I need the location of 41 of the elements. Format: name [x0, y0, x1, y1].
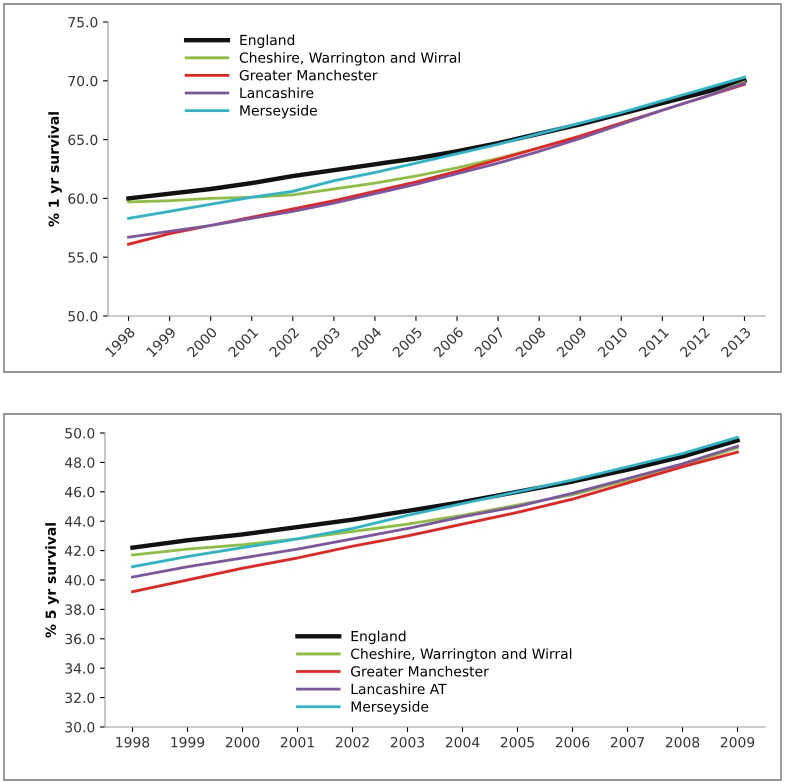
x-tick-label: 2005	[500, 736, 534, 748]
x-tick-label: 2007	[610, 736, 644, 748]
x-tick-label: 2001	[280, 736, 314, 748]
y-tick-label: 75.0	[68, 16, 98, 28]
x-tick-label: 2006	[556, 736, 590, 748]
y-tick-label: 44.0	[65, 516, 94, 527]
x-tick-label: 2003	[390, 736, 424, 748]
y-tick-label: 60.0	[68, 193, 98, 204]
x-tick-label: 2000	[226, 736, 260, 748]
y-tick-label: 32.0	[65, 692, 94, 704]
x-tick-label: 1999	[171, 736, 204, 748]
y-tick-label: 40.0	[65, 574, 94, 586]
y-tick-label: 48.0	[65, 457, 94, 468]
y-tick-label: 30.0	[65, 722, 94, 732]
y-tick-label: 65.0	[68, 134, 98, 146]
x-tick-label: 1998	[116, 736, 150, 748]
x-tick-label: 2009	[720, 736, 754, 748]
legend-label: Merseyside	[240, 104, 317, 118]
y-tick-label: 70.0	[68, 76, 98, 86]
legend-label: Greater Manchester	[240, 70, 378, 80]
y-axis-title: % 5 yr survival	[45, 523, 59, 638]
y-tick-label: 36.0	[65, 634, 94, 644]
legend-label: Lancashire AT	[352, 683, 447, 694]
legend-label: England	[240, 34, 294, 48]
y-axis-title: % 1 yr survival	[48, 112, 62, 227]
y-tick-label: 50.0	[65, 428, 94, 438]
legend-label: Cheshire, Warrington and Wirral	[351, 648, 572, 662]
y-tick-label: 38.0	[65, 604, 94, 615]
y-tick-label: 55.0	[68, 252, 98, 263]
legend-label: Lancashire	[240, 87, 314, 98]
legend-label: Merseyside	[352, 701, 428, 714]
legend-label: Cheshire, Warrington and Wirral	[240, 52, 460, 66]
x-tick-label: 2002	[336, 736, 369, 748]
x-tick-label: 2004	[446, 736, 480, 748]
legend-label: England	[352, 630, 406, 644]
y-tick-label: 50.0	[68, 310, 98, 322]
legend-label: Greater Manchester	[351, 666, 489, 677]
x-tick-label: 2008	[666, 736, 700, 748]
y-tick-label: 34.0	[65, 663, 94, 674]
y-tick-label: 46.0	[65, 486, 94, 498]
y-tick-label: 42.0	[65, 546, 94, 556]
